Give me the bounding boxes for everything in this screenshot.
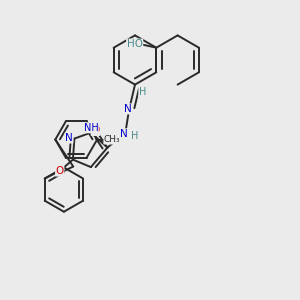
Text: N: N [124,104,131,114]
Text: O: O [56,166,64,176]
Text: N: N [120,129,128,139]
Text: H: H [139,87,146,97]
Text: H: H [131,130,138,141]
Text: CH₃: CH₃ [104,135,120,144]
Text: HO: HO [127,39,143,49]
Text: O: O [91,125,100,136]
Text: NH: NH [83,123,98,133]
Text: N: N [65,133,73,143]
